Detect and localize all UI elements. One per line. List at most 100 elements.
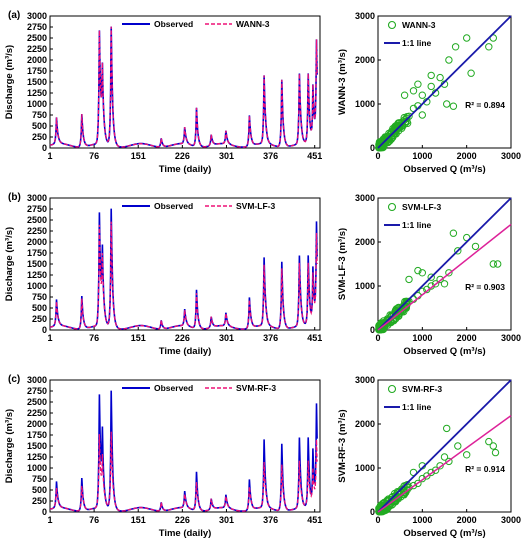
y-axis-label: WANN-3 (m³/s) — [337, 49, 348, 115]
scatter-point — [405, 275, 413, 284]
y-tick-label: 1250 — [27, 88, 47, 98]
scatter-point — [449, 102, 458, 110]
scatter-point — [491, 448, 500, 457]
y-tick-label: 1250 — [27, 452, 47, 462]
y-tick-label: 1000 — [27, 99, 47, 109]
legend-observed-label: Observed — [154, 201, 193, 211]
y-tick-label: 1750 — [27, 66, 47, 76]
scatter-point — [485, 43, 493, 51]
x-tick-label: 376 — [263, 333, 278, 343]
scatter-point — [427, 273, 435, 281]
x-tick-label: 3000 — [501, 333, 521, 343]
y-tick-label: 1500 — [27, 441, 47, 451]
x-tick-label: 151 — [131, 333, 146, 343]
x-tick-label: 3000 — [501, 515, 521, 525]
legend-identity-label: 1:1 line — [402, 220, 432, 230]
y-tick-label: 2000 — [27, 55, 47, 65]
legend-observed-label: Observed — [154, 19, 193, 29]
y-tick-label: 0 — [370, 325, 375, 335]
scatter-point — [436, 275, 444, 284]
scatter-point — [443, 100, 451, 108]
scatter-point — [414, 266, 422, 275]
y-tick-label: 750 — [32, 474, 47, 484]
scatter-point — [471, 242, 480, 251]
y-axis-label: Discharge (m³/s) — [4, 409, 15, 483]
fit-line — [377, 415, 512, 513]
y-tick-label: 250 — [32, 132, 47, 142]
scatter-point — [440, 453, 449, 461]
x-tick-label: 2000 — [457, 515, 477, 525]
x-tick-label: 1 — [47, 515, 52, 525]
x-tick-label: 376 — [263, 515, 278, 525]
y-tick-label: 750 — [32, 292, 47, 302]
scatter-point — [440, 280, 449, 288]
legend-scatter-label: SVM-RF-3 — [402, 384, 442, 394]
panel-label: (b) — [8, 192, 21, 203]
y-axis-label: Discharge (m³/s) — [4, 45, 15, 119]
scatter-point — [449, 229, 458, 237]
x-tick-label: 1000 — [412, 151, 432, 161]
scatter-point — [431, 466, 440, 474]
x-tick-label: 76 — [89, 333, 99, 343]
x-tick-label: 451 — [307, 515, 322, 525]
x-axis-label: Time (daily) — [159, 164, 212, 175]
y-tick-label: 750 — [32, 110, 47, 120]
y-tick-label: 3000 — [355, 11, 375, 21]
x-tick-label: 2000 — [457, 151, 477, 161]
legend-scatter-swatch — [387, 202, 397, 212]
y-tick-label: 3000 — [27, 193, 47, 203]
legend-scatter-swatch — [387, 20, 397, 30]
scatter-point — [489, 260, 497, 268]
y-tick-label: 3000 — [355, 193, 375, 203]
x-tick-label: 1 — [47, 333, 52, 343]
x-tick-label: 1000 — [412, 515, 432, 525]
legend-predicted-label: WANN-3 — [236, 19, 270, 29]
y-tick-label: 2000 — [355, 419, 375, 429]
x-tick-label: 226 — [175, 151, 190, 161]
scatter-point — [418, 111, 426, 119]
x-tick-label: 226 — [175, 515, 190, 525]
x-tick-label: 301 — [219, 151, 234, 161]
scatter-point — [418, 269, 426, 277]
y-axis-label: Discharge (m³/s) — [4, 227, 15, 301]
legend-scatter-label: SVM-LF-3 — [402, 202, 441, 212]
legend-scatter-label: WANN-3 — [402, 20, 436, 30]
scatter-point — [423, 472, 431, 480]
predicted-series-line — [49, 221, 318, 330]
x-tick-label: 3000 — [501, 151, 521, 161]
scatter-point — [402, 297, 410, 305]
identity-line — [377, 379, 512, 513]
y-tick-label: 250 — [32, 314, 47, 324]
y-tick-label: 2250 — [27, 44, 47, 54]
y-tick-label: 1000 — [27, 281, 47, 291]
scatter-point — [378, 138, 387, 146]
x-tick-label: 376 — [263, 151, 278, 161]
y-tick-label: 0 — [42, 143, 47, 153]
y-tick-label: 0 — [370, 507, 375, 517]
y-axis-label: SVM-RF-3 (m³/s) — [337, 409, 348, 482]
y-tick-label: 3000 — [27, 375, 47, 385]
y-tick-label: 250 — [32, 496, 47, 506]
r-squared-label: R² = 0.894 — [465, 100, 505, 110]
y-tick-label: 2750 — [27, 204, 47, 214]
scatter-point — [375, 143, 383, 152]
y-tick-label: 0 — [42, 507, 47, 517]
x-axis-label: Observed Q (m³/s) — [403, 346, 485, 357]
y-tick-label: 3000 — [355, 375, 375, 385]
scatter-point — [454, 247, 462, 255]
scatter-frame — [377, 15, 512, 149]
scatter-point — [463, 451, 471, 459]
scatter-point — [485, 437, 493, 446]
legend-identity-label: 1:1 line — [402, 38, 432, 48]
scatter-point — [451, 43, 460, 51]
legend-predicted-label: SVM-RF-3 — [236, 383, 276, 393]
identity-line — [377, 197, 512, 331]
y-tick-label: 1000 — [27, 463, 47, 473]
panel-label: (c) — [8, 374, 20, 385]
y-tick-label: 3000 — [27, 11, 47, 21]
x-axis-label: Time (daily) — [159, 346, 212, 357]
scatter-frame — [377, 379, 512, 513]
scatter-point — [443, 424, 451, 433]
y-tick-label: 2500 — [27, 215, 47, 225]
scatter-point — [494, 260, 502, 268]
